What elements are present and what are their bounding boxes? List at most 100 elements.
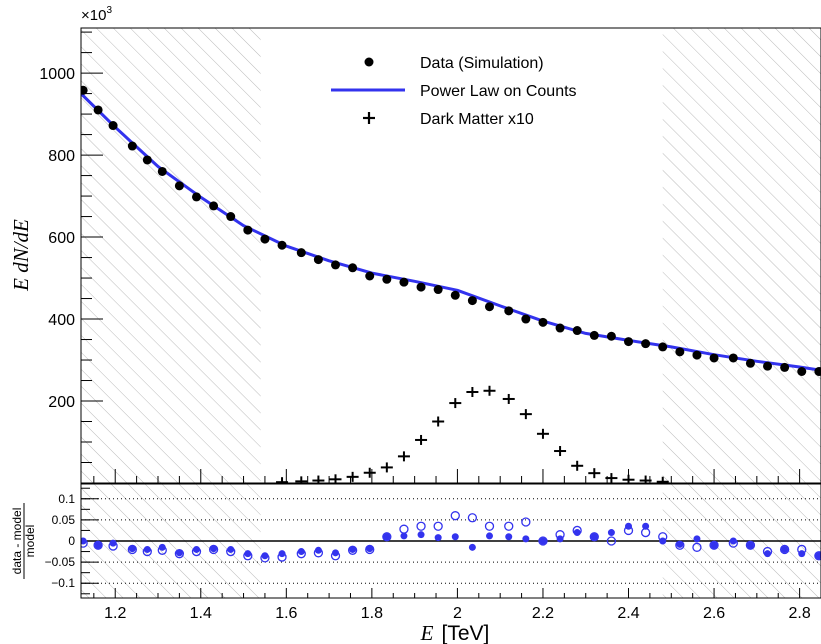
data-point xyxy=(484,302,494,312)
ratio-point-filled xyxy=(383,533,391,541)
x-tick-label: 1.6 xyxy=(275,605,297,622)
legend: Data (Simulation) Power Law on Counts Da… xyxy=(331,55,577,128)
ratio-point-open xyxy=(538,536,548,546)
data-point xyxy=(296,248,306,258)
data-point xyxy=(814,367,821,377)
ratio-point-filled xyxy=(729,537,737,545)
data-point xyxy=(728,353,738,363)
data-point xyxy=(331,260,341,270)
ratio-point-filled xyxy=(143,545,151,553)
data-point xyxy=(572,326,582,336)
y-tick-label: 0.1 xyxy=(58,492,75,506)
legend-label-darkmatter: Dark Matter x10 xyxy=(420,111,534,128)
data-point xyxy=(692,350,702,360)
y-tick-label: 600 xyxy=(48,230,75,247)
ratio-point-filled xyxy=(417,531,425,539)
ratio-point-open xyxy=(399,524,409,534)
ratio-point-filled xyxy=(693,535,701,543)
x-tick-label: 1.2 xyxy=(104,605,126,622)
dark-matter-point xyxy=(622,474,635,483)
ratio-point-filled xyxy=(128,545,136,553)
data-point xyxy=(142,155,152,165)
ratio-point-filled xyxy=(81,537,87,545)
dark-matter-point xyxy=(519,409,532,420)
ratio-point-filled xyxy=(400,532,408,540)
ratio-point-filled xyxy=(261,552,269,560)
data-point xyxy=(780,362,790,372)
x-tick-label: 2.2 xyxy=(532,605,554,622)
dark-matter-point xyxy=(554,446,567,457)
ratio-point-open xyxy=(606,536,617,546)
data-point xyxy=(108,121,118,131)
ratio-point-filled xyxy=(522,535,530,543)
ratio-point-filled xyxy=(798,550,806,558)
data-point xyxy=(606,331,616,341)
y-exponent: ×103 xyxy=(81,5,112,24)
ratio-point-filled xyxy=(573,529,581,537)
data-point xyxy=(624,337,634,347)
legend-marker-darkmatter xyxy=(363,112,375,124)
ratio-point-filled xyxy=(314,546,322,554)
x-tick-label: 1.4 xyxy=(190,605,212,622)
dark-matter-point xyxy=(639,475,652,483)
ratio-point-filled xyxy=(192,545,200,553)
ratio-point-open xyxy=(709,540,719,550)
data-point xyxy=(174,181,184,191)
ratio-point-filled xyxy=(109,539,117,547)
data-point xyxy=(127,141,137,151)
dark-matter-point xyxy=(483,385,496,396)
excluded-region-hatch xyxy=(81,28,261,483)
data-point xyxy=(538,317,548,327)
ratio-y-axis-title: data - model model xyxy=(10,503,37,579)
svg-text:data - model: data - model xyxy=(10,508,24,575)
main-plot-panel: 200 400 600 800 1000 xyxy=(39,27,821,484)
y-tick-label: 0.05 xyxy=(52,513,76,527)
data-point xyxy=(365,271,375,281)
dark-matter-point xyxy=(295,476,308,483)
ratio-point-filled xyxy=(625,522,633,530)
x-tick-label: 2.6 xyxy=(703,605,725,622)
y-tick-label: 400 xyxy=(48,312,75,329)
dark-matter-point xyxy=(588,468,601,479)
data-point xyxy=(450,290,460,300)
data-point xyxy=(243,225,253,235)
data-point xyxy=(709,353,719,363)
data-point xyxy=(555,323,565,333)
ratio-point-filled xyxy=(505,533,513,541)
data-point xyxy=(433,285,443,295)
ratio-point-filled xyxy=(158,543,166,551)
ratio-point-filled xyxy=(781,545,789,553)
ratio-point-filled xyxy=(227,545,235,553)
ratio-point-filled xyxy=(434,534,442,542)
data-point xyxy=(226,212,236,222)
data-point xyxy=(675,347,685,357)
y-tick-label: 1000 xyxy=(39,66,75,83)
dark-matter-point xyxy=(605,473,618,483)
ratio-plot-frame xyxy=(80,483,821,599)
ratio-point-open xyxy=(521,517,531,527)
data-point xyxy=(313,255,323,265)
ratio-point-open xyxy=(692,542,702,552)
ratio-point-open xyxy=(745,540,756,550)
data-point xyxy=(277,240,287,250)
ratio-point-filled xyxy=(244,550,252,558)
ratio-point-filled xyxy=(764,550,772,558)
data-point xyxy=(399,277,409,287)
x-tick-label: 2.8 xyxy=(788,605,810,622)
ratio-point-filled xyxy=(676,540,684,548)
data-point xyxy=(382,274,392,284)
ratio-point-filled xyxy=(815,552,821,560)
ratio-point-filled xyxy=(746,541,754,549)
data-point xyxy=(521,314,531,324)
ratio-point-open xyxy=(433,521,443,531)
data-point xyxy=(157,166,167,176)
dark-matter-point xyxy=(466,387,479,397)
dark-matter-point xyxy=(363,467,376,478)
dark-matter-point xyxy=(276,477,289,483)
ratio-point-filled xyxy=(607,529,615,537)
ratio-point-open xyxy=(814,551,821,561)
legend-marker-data xyxy=(364,57,374,67)
ratio-point-filled xyxy=(468,543,476,551)
ratio-point-filled xyxy=(349,545,357,553)
x-tick-label: 2 xyxy=(453,605,462,622)
